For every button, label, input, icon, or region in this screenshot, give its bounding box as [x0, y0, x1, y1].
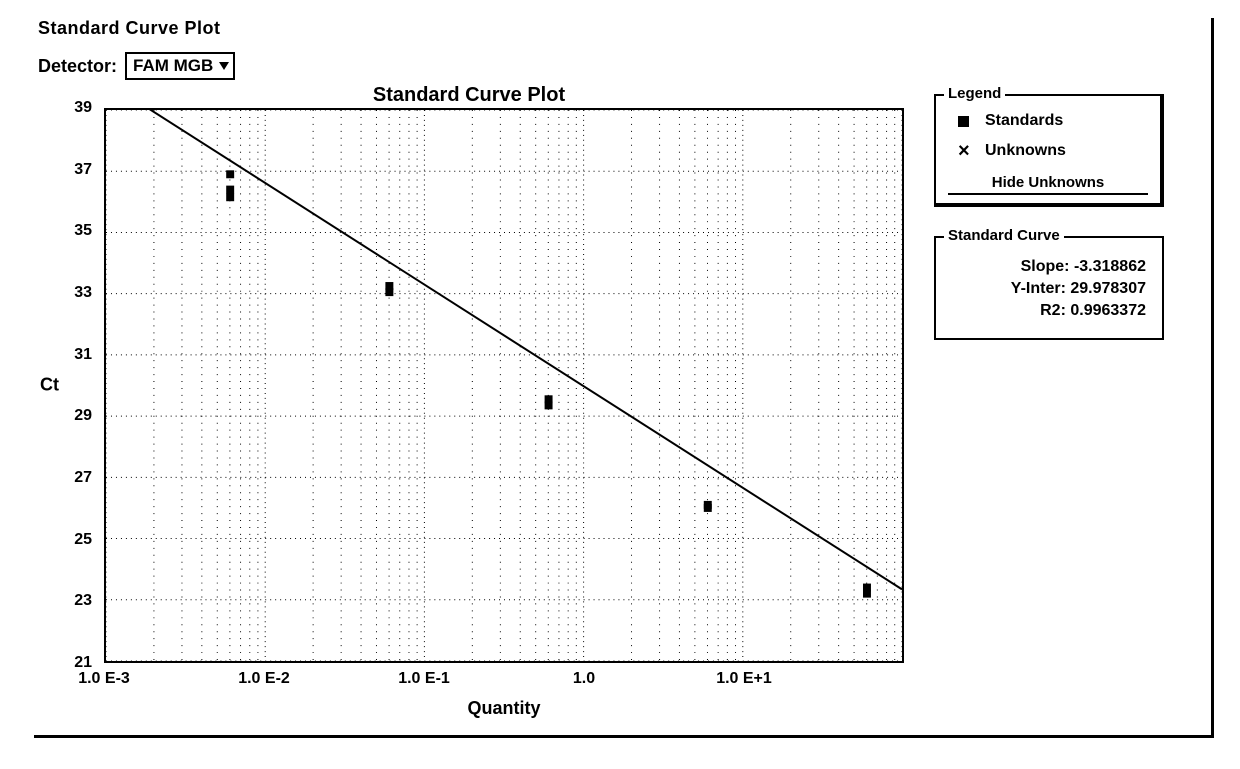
page-title: Standard Curve Plot — [38, 18, 221, 39]
y-tick-label: 33 — [74, 284, 92, 302]
y-tick-label: 39 — [74, 99, 92, 117]
app-panel: Standard Curve Plot Detector: FAM MGB St… — [34, 18, 1214, 738]
slope-label: Slope: — [1021, 258, 1070, 275]
curve-panel-title: Standard Curve — [944, 227, 1064, 244]
y-tick-label: 25 — [74, 531, 92, 549]
y-tick-label: 27 — [74, 469, 92, 487]
yinter-label: Y-Inter: — [1011, 280, 1066, 297]
y-tick-label: 29 — [74, 407, 92, 425]
plot-area — [104, 108, 904, 663]
x-tick-label: 1.0 E-1 — [398, 670, 450, 688]
legend-item-unknowns: × Unknowns — [946, 136, 1150, 166]
y-axis-label: Ct — [40, 375, 59, 396]
standard-curve-panel: Standard Curve Slope: -3.318862 Y-Inter:… — [934, 236, 1164, 340]
yinter-value: 29.978307 — [1070, 280, 1146, 297]
y-tick-label: 23 — [74, 592, 92, 610]
legend-panel: Legend Standards × Unknowns Hide Unknown… — [934, 94, 1164, 207]
slope-row: Slope: -3.318862 — [948, 256, 1150, 278]
legend-title: Legend — [944, 85, 1005, 102]
r2-value: 0.9963372 — [1070, 302, 1146, 319]
square-marker-icon — [958, 116, 969, 127]
yinter-row: Y-Inter: 29.978307 — [948, 278, 1150, 300]
x-tick-label: 1.0 — [573, 670, 595, 688]
x-marker-icon: × — [958, 146, 969, 157]
x-tick-label: 1.0 E-3 — [78, 670, 130, 688]
detector-dropdown[interactable]: FAM MGB — [125, 52, 235, 80]
y-tick-label: 37 — [74, 161, 92, 179]
x-tick-label: 1.0 E+1 — [716, 670, 772, 688]
detector-label: Detector: — [38, 56, 117, 77]
detector-value: FAM MGB — [133, 56, 213, 75]
r2-label: R2: — [1040, 302, 1066, 319]
hide-unknowns-button[interactable]: Hide Unknowns — [948, 168, 1148, 195]
legend-unknowns-label: Unknowns — [985, 142, 1066, 160]
detector-row: Detector: FAM MGB — [38, 52, 235, 80]
slope-value: -3.318862 — [1074, 258, 1146, 275]
x-ticks: 1.0 E-31.0 E-21.0 E-11.01.0 E+1 — [104, 666, 904, 696]
chart-title: Standard Curve Plot — [34, 84, 904, 107]
plot-svg — [106, 110, 902, 661]
legend-standards-label: Standards — [985, 112, 1063, 130]
x-axis-label: Quantity — [104, 698, 904, 719]
y-tick-label: 35 — [74, 222, 92, 240]
legend-item-standards: Standards — [946, 106, 1150, 136]
r2-row: R2: 0.9963372 — [948, 300, 1150, 322]
y-tick-label: 31 — [74, 346, 92, 364]
x-tick-label: 1.0 E-2 — [238, 670, 290, 688]
